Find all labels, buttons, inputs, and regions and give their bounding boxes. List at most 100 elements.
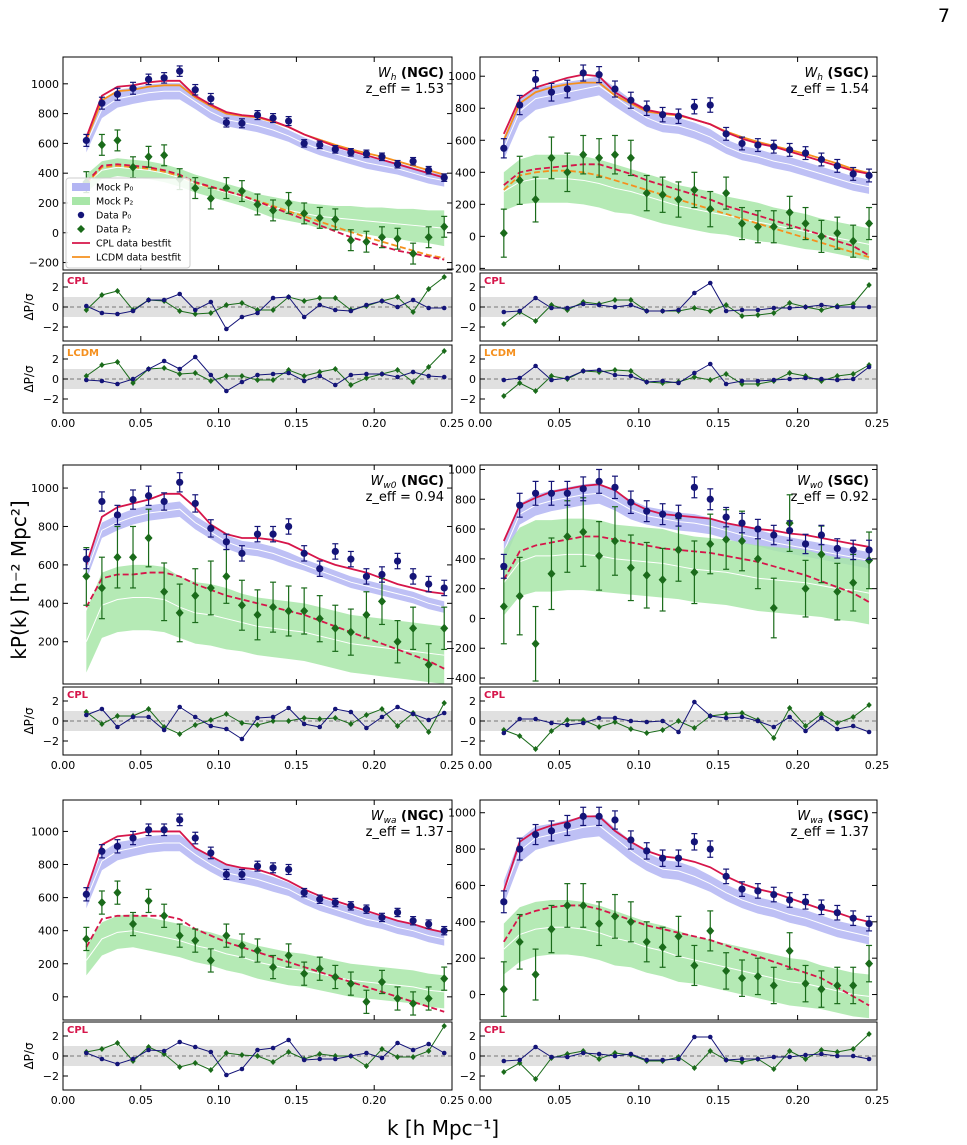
cpl-p2-line: [503, 535, 870, 603]
residual-p0-point: [441, 710, 447, 716]
data-p2-point: [331, 214, 340, 224]
data-p0-point: [627, 836, 635, 844]
y-tick-label: −200: [446, 262, 476, 275]
residual-y-tick-label: 2: [469, 695, 476, 708]
residual-p2-point: [532, 388, 539, 394]
data-p0-point: [160, 826, 168, 834]
residual-p2-line: [503, 1033, 870, 1080]
cpl-p0-line: [502, 815, 870, 923]
residual-p0-line: [86, 1039, 445, 1076]
data-p0-point: [706, 495, 714, 503]
x-tick-label: 0.10: [627, 759, 652, 772]
data-p0-point: [160, 497, 168, 506]
data-p2-point: [833, 228, 842, 238]
residual-p2-point: [301, 373, 307, 379]
residual-p0-point: [177, 1039, 182, 1045]
residual-y-tick-label: −2: [43, 735, 59, 748]
panel-title-subscript: h: [391, 73, 397, 83]
residual-p0-point: [379, 1055, 385, 1061]
plot-area: [499, 64, 874, 261]
x-tick-label: 0.20: [362, 1094, 387, 1107]
data-p0-point: [113, 90, 122, 98]
residual-p2-point: [691, 1065, 698, 1071]
residual-p0-point: [835, 726, 840, 732]
residual-p0-point: [333, 307, 338, 313]
mock-p2-band-mean-line: [503, 178, 870, 245]
residual-p0-point: [660, 308, 665, 314]
residual-y-tick-label: 0: [52, 373, 59, 386]
data-p2-point: [626, 563, 635, 573]
data-p2-point: [144, 896, 153, 906]
y-tick-label: −200: [446, 642, 476, 655]
residual-y-axis-label: ΔP/σ: [22, 293, 36, 320]
residual-p0-point: [580, 720, 586, 726]
residual-p2-point: [771, 310, 777, 316]
x-tick-label: 0.10: [206, 759, 231, 772]
data-p2-point: [547, 924, 556, 934]
residual-p0-point: [819, 376, 824, 382]
residual-p0-point: [565, 1054, 570, 1060]
data-p2-point: [658, 575, 667, 585]
residual-p0-line: [86, 356, 445, 392]
data-p0-point: [253, 111, 262, 119]
data-p0-point: [643, 507, 651, 515]
data-p2-point: [722, 534, 731, 544]
data-p0-point: [82, 555, 90, 563]
residual-p0-point: [130, 714, 136, 720]
residual-y-tick-label: 2: [469, 281, 476, 294]
panel-w_wa-ngc: 0 200 400 600 800 1000 Wwa (NGC)z_eff = 1.37 −2…: [22, 799, 464, 1107]
residual-y-tick-label: −2: [43, 393, 59, 406]
residual-p2-point: [208, 717, 214, 723]
panel-title-symbol: W: [797, 474, 811, 489]
residual-panel-lcdm: −2 0 2 LCDM 0.00 0.05 0.10 0.15 0.20 0.25: [460, 344, 889, 430]
residual-p0-point: [410, 1047, 416, 1053]
data-p0-point: [425, 580, 433, 588]
residual-p0-point: [803, 1052, 808, 1058]
residual-p0-point: [707, 713, 713, 719]
data-p2-point: [346, 235, 355, 245]
y-tick-label: 1000: [31, 482, 59, 495]
cpl-p0-line: [502, 483, 870, 548]
residual-p2-point: [192, 370, 198, 376]
x-tick-label: 0.05: [547, 759, 572, 772]
panel-w_w0-sgc: −400 −200 0 200 400 600 800 1000 Ww0 (SGC)z_eff …: [446, 463, 889, 772]
legend-box: [65, 177, 191, 269]
data-p0-point: [440, 584, 448, 592]
data-p2-point: [409, 998, 418, 1008]
zeff-label: z_eff = 1.37: [366, 825, 444, 840]
residual-p0-point: [850, 304, 856, 310]
residual-p0-point: [723, 1057, 729, 1063]
residual-p0-point: [787, 1054, 792, 1060]
data-p2-point: [579, 150, 588, 160]
data-p0-point: [611, 483, 619, 491]
residual-p2-point: [675, 718, 682, 724]
x-tick-label: 0.15: [706, 1094, 731, 1107]
residual-p0-point: [348, 308, 354, 314]
data-p2-point: [237, 186, 246, 196]
residual-p0-point: [364, 725, 369, 731]
y-tick-label: 1000: [448, 70, 476, 83]
panel-title-subscript: wa: [810, 816, 823, 826]
residual-y-axis-label: ΔP/σ: [22, 707, 36, 734]
data-p2-point: [362, 997, 371, 1007]
residual-y-tick-label: 0: [469, 1050, 476, 1063]
mock-p0-band: [86, 834, 445, 946]
residual-p2-point: [564, 717, 571, 723]
residual-p0-point: [819, 715, 824, 721]
data-p2-point: [113, 552, 122, 562]
x-tick-label: 0.00: [468, 1094, 493, 1107]
data-p0-point: [144, 492, 153, 500]
y-tick-label: 800: [38, 520, 59, 533]
residual-p0-point: [130, 376, 136, 382]
residual-p2-point: [114, 288, 121, 294]
data-p0-point: [300, 889, 308, 897]
residual-p0-point: [177, 704, 182, 710]
data-p0-point: [865, 920, 873, 928]
residual-p2-point: [410, 1054, 416, 1060]
residual-p2-point: [254, 377, 261, 383]
data-p2-point: [658, 942, 667, 952]
data-p0-point: [316, 141, 324, 149]
residual-p0-point: [115, 1061, 120, 1067]
residual-p2-point: [114, 713, 121, 719]
panel-title-symbol: W: [371, 474, 385, 489]
